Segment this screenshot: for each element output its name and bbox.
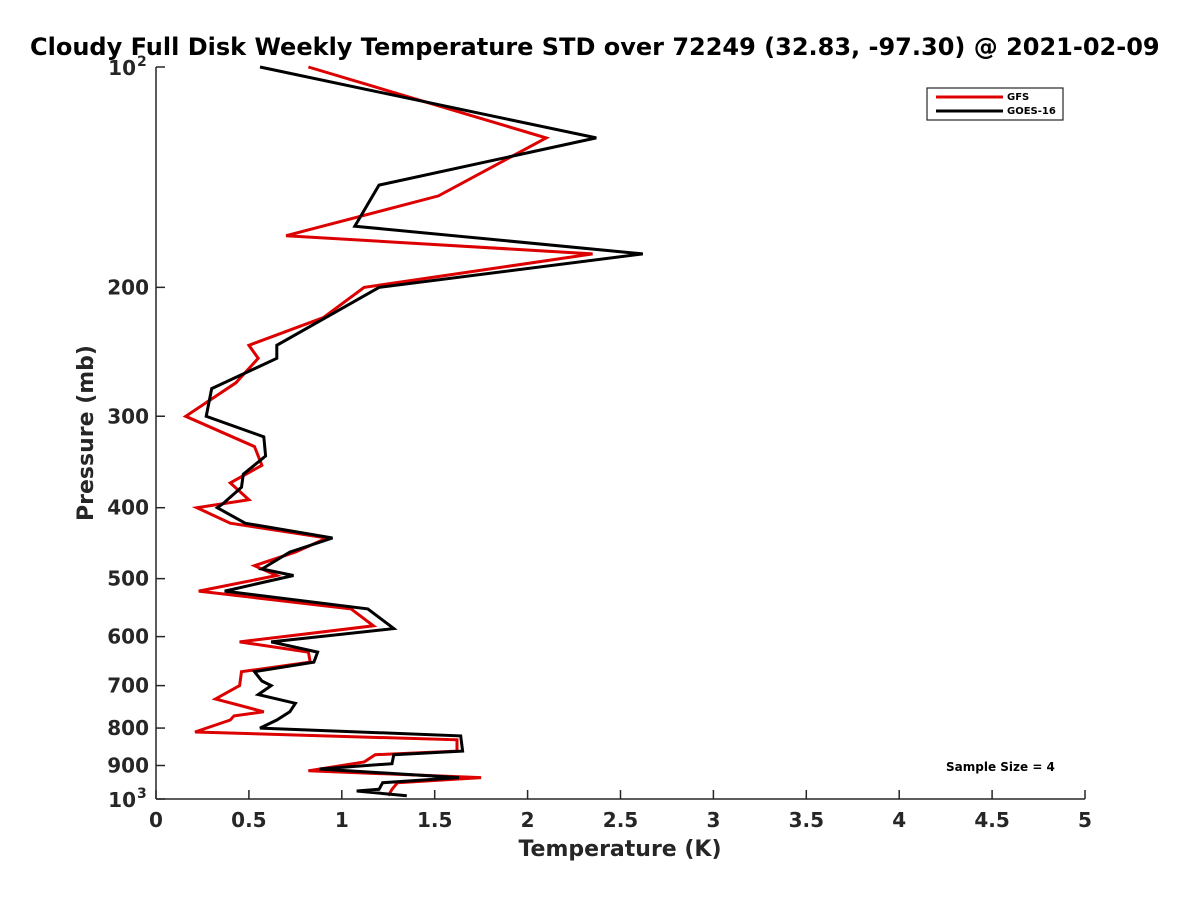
y-tick-label: 300 (107, 404, 149, 428)
legend-label-gfs: GFS (1007, 92, 1029, 103)
x-axis-label: Temperature (K) (518, 837, 721, 862)
x-tick-label: 4.5 (974, 808, 1009, 832)
y-tick-label: 10 (108, 788, 136, 812)
chart-title: Cloudy Full Disk Weekly Temperature STD … (30, 33, 1160, 61)
y-axis-label: Pressure (mb) (74, 345, 99, 521)
x-tick-label: 2 (521, 808, 535, 832)
x-tick-label: 1 (335, 808, 349, 832)
series-line-goes-16 (204, 65, 643, 798)
series-layer (182, 65, 643, 798)
x-tick-label: 1.5 (417, 808, 452, 832)
y-tick-exponent: 3 (137, 786, 147, 802)
y-tick-label: 500 (107, 567, 149, 591)
x-tick-label: 5 (1078, 808, 1092, 832)
y-tick-label: 900 (107, 754, 149, 778)
x-ticks: 0 0.5 1 1.5 2 2.5 3 3.5 4 4.5 5 (149, 790, 1092, 832)
sample-size-annotation: Sample Size = 4 (946, 760, 1055, 774)
x-tick-label: 3.5 (789, 808, 824, 832)
y-tick-label: 600 (107, 625, 149, 649)
legend-box (926, 87, 1064, 121)
x-tick-label: 3 (706, 808, 720, 832)
y-tick-label: 400 (107, 496, 149, 520)
y-tick-label: 10 (108, 56, 136, 80)
x-tick-label: 0.5 (231, 808, 266, 832)
legend-label-goes-16: GOES-16 (1007, 106, 1056, 117)
x-tick-label: 4 (892, 808, 906, 832)
y-tick-label: 800 (107, 716, 149, 740)
plot-area (156, 67, 1085, 799)
x-tick-label: 0 (149, 808, 163, 832)
legend: GFS GOES-16 (926, 87, 1064, 121)
y-tick-label: 700 (107, 674, 149, 698)
y-tick-exponent: 2 (137, 54, 147, 70)
x-tick-label: 2.5 (603, 808, 638, 832)
y-tick-label: 200 (107, 275, 149, 299)
